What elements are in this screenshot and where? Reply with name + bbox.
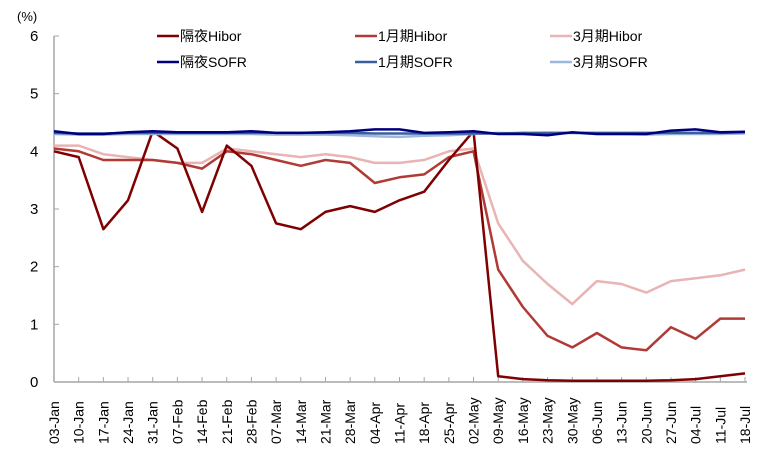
x-tick-label: 14-Feb: [194, 399, 210, 444]
y-axis: 0 1 2 3 4 5 6: [30, 28, 59, 391]
y-tick-label: 0: [30, 374, 38, 391]
x-tick-label: 13-Jun: [614, 401, 630, 444]
series-line: [53, 128, 746, 137]
x-axis: 03-Jan 10-Jan 17-Jan 24-Jan 31-Jan 07-Feb 14-F…: [46, 377, 753, 444]
legend-label: 3月期SOFR: [573, 54, 648, 70]
y-tick-label: 4: [30, 143, 38, 160]
x-tick-label: 10-Jan: [71, 401, 87, 444]
plot-area: [53, 128, 746, 383]
x-tick-label: 28-Feb: [243, 399, 259, 444]
y-tick-label: 2: [30, 259, 38, 276]
y-tick-label: 5: [30, 86, 38, 103]
y-tick-label: 6: [30, 28, 38, 45]
x-tick-label: 03-Jan: [46, 401, 62, 444]
x-tick-label: 17-Jan: [95, 401, 111, 444]
x-tick-label: 21-Feb: [219, 399, 235, 444]
x-tick-label: 04-Apr: [367, 402, 383, 444]
x-tick-label: 31-Jan: [145, 401, 161, 444]
y-axis-unit-label: (%): [17, 9, 37, 24]
x-tick-label: 20-Jun: [638, 401, 654, 444]
x-tick-label: 06-Jun: [589, 401, 605, 444]
x-tick-label: 07-Mar: [268, 399, 284, 444]
x-tick-label: 07-Feb: [169, 399, 185, 444]
legend: 隔夜Hibor 1月期Hibor 3月期Hibor 隔夜SOFR 1月期SOFR 3月期S…: [157, 28, 648, 70]
legend-label: 隔夜SOFR: [180, 54, 247, 70]
x-tick-label: 27-Jun: [663, 401, 679, 444]
x-tick-label: 24-Jan: [120, 401, 136, 444]
x-tick-label: 28-Mar: [342, 399, 358, 444]
legend-label: 隔夜Hibor: [180, 28, 242, 44]
x-tick-label: 11-Apr: [392, 403, 408, 444]
x-tick-label: 04-Jul: [688, 406, 704, 444]
x-tick-label: 23-May: [540, 397, 556, 444]
x-tick-label: 18-Apr: [416, 402, 432, 444]
x-tick-label: 11-Jul: [712, 407, 728, 444]
x-tick-label: 16-May: [515, 397, 531, 444]
x-tick-label: 25-Apr: [441, 402, 457, 444]
legend-label: 1月期Hibor: [378, 28, 448, 44]
x-tick-label: 30-May: [564, 397, 580, 444]
x-tick-label: 02-May: [466, 397, 482, 444]
legend-label: 3月期Hibor: [573, 28, 643, 44]
series-line: [53, 129, 746, 383]
legend-label: 1月期SOFR: [378, 54, 453, 70]
series-line: [53, 147, 745, 352]
x-tick-label: 21-Mar: [317, 399, 333, 444]
series-line: [54, 144, 746, 306]
x-tick-label: 09-May: [490, 397, 506, 444]
x-tick-label: 18-Jul: [737, 406, 753, 444]
y-tick-label: 1: [30, 316, 38, 333]
x-tick-label: 14-Mar: [293, 399, 309, 444]
y-tick-label: 3: [30, 201, 38, 218]
